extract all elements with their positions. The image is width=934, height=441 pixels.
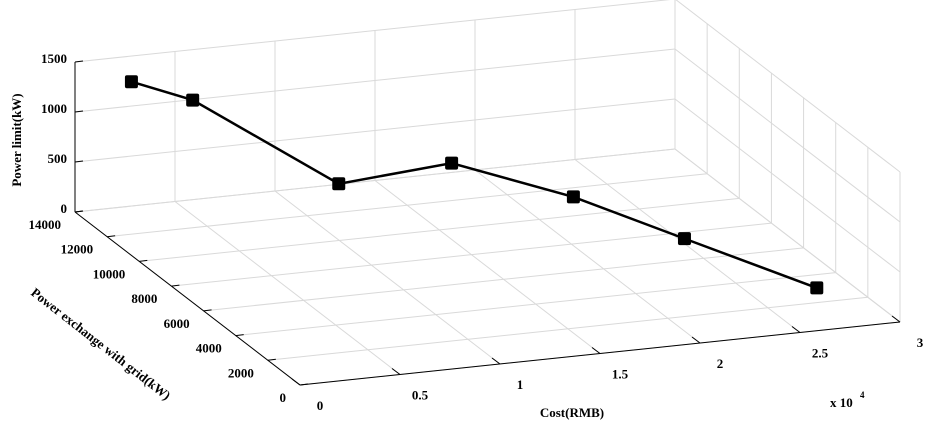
x-tick-label: 0.5 xyxy=(412,387,429,402)
grid-line xyxy=(674,148,901,323)
grid-line xyxy=(139,197,740,262)
grid-line xyxy=(203,247,804,312)
z-tick xyxy=(74,60,84,63)
y-tick-label: 0 xyxy=(280,390,287,405)
y-tick xyxy=(235,334,244,337)
grid-line xyxy=(274,190,501,365)
x-tick-label: 2.5 xyxy=(812,345,829,360)
grid-line xyxy=(674,98,901,273)
grid-line xyxy=(74,148,676,213)
x-tick xyxy=(791,326,801,333)
data-point xyxy=(810,281,824,295)
grid-line xyxy=(474,169,701,344)
grid-line xyxy=(267,296,868,361)
grid-line xyxy=(374,180,601,354)
y-tick xyxy=(267,358,276,361)
z-tick-label: 1500 xyxy=(41,51,67,66)
y-tick xyxy=(107,235,116,238)
x-axis-title: Cost(RMB) xyxy=(540,405,604,420)
z-tick xyxy=(74,160,84,163)
grid-line xyxy=(675,0,901,173)
y-tick-label: 12000 xyxy=(61,242,94,257)
y-tick-label: 8000 xyxy=(131,291,157,306)
x-tick xyxy=(291,378,301,386)
grid-line xyxy=(74,0,671,63)
y-tick xyxy=(171,284,180,287)
y-tick-label: 14000 xyxy=(29,217,62,232)
y-axis xyxy=(74,211,301,386)
y-tick-label: 6000 xyxy=(164,316,190,331)
grid-line xyxy=(74,98,676,163)
data-point xyxy=(445,156,459,170)
data-point xyxy=(332,177,346,191)
x-multiplier: x 10 xyxy=(830,395,853,410)
x-tick xyxy=(491,357,501,365)
y-tick-label: 4000 xyxy=(196,341,222,356)
x-tick-label: 1 xyxy=(517,377,524,392)
y-tick xyxy=(139,259,148,262)
x-tick-label: 3 xyxy=(917,335,924,350)
x-tick-label: 0 xyxy=(317,398,324,413)
data-point xyxy=(124,75,138,89)
y-tick xyxy=(203,309,212,312)
x-multiplier-exponent: 4 xyxy=(860,390,865,400)
x-tick-label: 2 xyxy=(717,356,724,371)
grid-line xyxy=(574,159,801,333)
data-point xyxy=(186,93,200,107)
grid-line xyxy=(674,48,901,223)
x-tick xyxy=(391,368,401,375)
grid-line xyxy=(174,201,401,375)
z-tick-label: 0 xyxy=(61,201,68,216)
x-tick xyxy=(691,336,701,344)
z-axis-title: Power limit(kW) xyxy=(9,93,24,186)
z-tick xyxy=(74,210,84,213)
y-tick-label: 10000 xyxy=(93,266,126,281)
y-tick xyxy=(299,383,309,386)
data-point xyxy=(677,232,691,246)
grid-line xyxy=(107,173,708,238)
z-tick-label: 1000 xyxy=(41,101,67,116)
data-point xyxy=(566,190,580,204)
x-tick xyxy=(591,347,601,354)
x-tick-label: 1.5 xyxy=(612,366,629,381)
grid-line xyxy=(74,48,676,113)
y-tick-label: 2000 xyxy=(228,365,254,380)
z-tick-label: 500 xyxy=(48,151,68,166)
x-tick xyxy=(891,315,901,323)
z-tick xyxy=(74,110,84,113)
grid-line xyxy=(235,272,836,337)
